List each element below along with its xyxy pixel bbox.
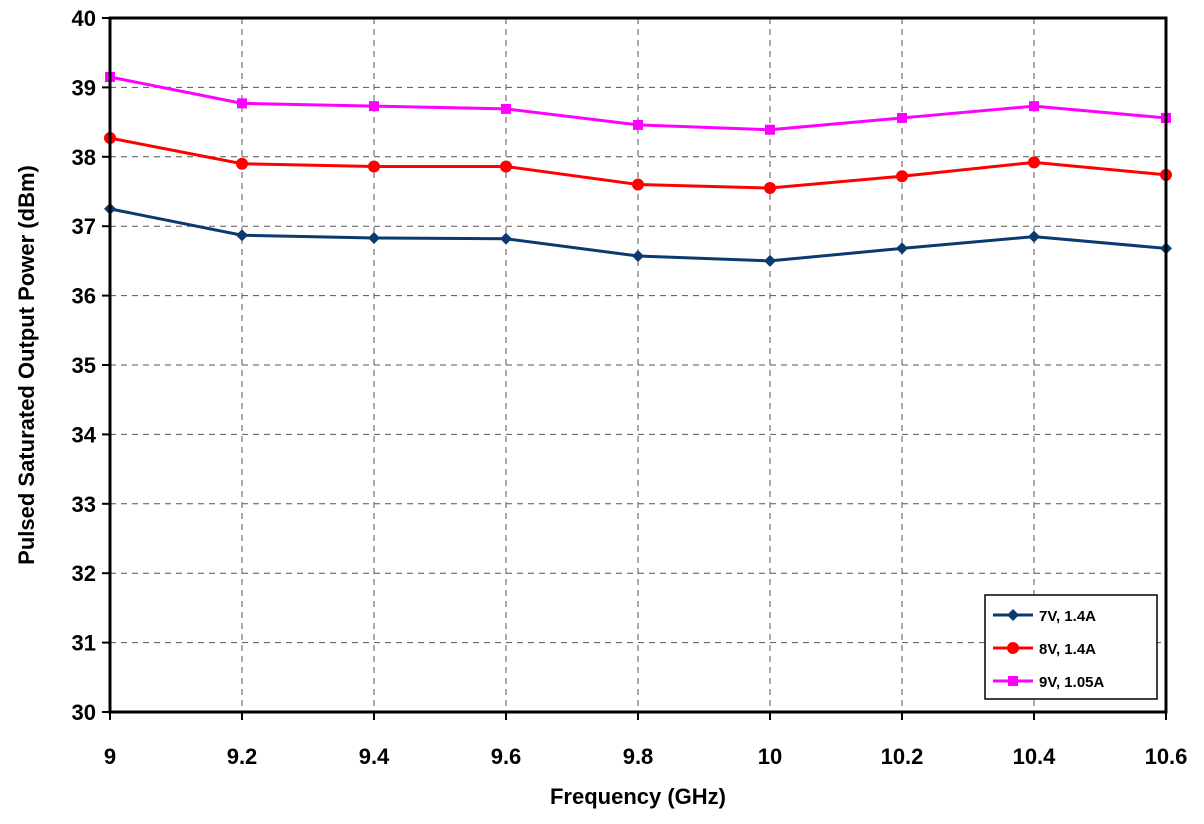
y-tick-label: 37 <box>72 214 96 239</box>
data-point <box>368 160 380 173</box>
y-tick-label: 36 <box>72 284 96 309</box>
y-axis-ticks: 30 31 32 33 34 35 36 37 38 39 40 <box>72 6 110 725</box>
data-point <box>237 98 247 109</box>
series-3 <box>105 71 1171 135</box>
data-point <box>236 229 248 242</box>
legend-item: 7V, 1.4A <box>993 608 1096 625</box>
grid <box>110 18 1166 712</box>
x-tick-label: 9 <box>104 744 116 769</box>
data-point <box>1028 230 1040 243</box>
data-point <box>1028 156 1040 169</box>
x-tick-label: 9.4 <box>359 744 390 769</box>
data-point <box>500 160 512 173</box>
legend-label: 9V, 1.05A <box>1039 674 1104 691</box>
data-point <box>368 231 380 244</box>
legend-item: 9V, 1.05A <box>993 674 1104 691</box>
y-tick-label: 40 <box>72 6 96 31</box>
y-axis-title: Pulsed Saturated Output Power (dBm) <box>14 165 39 565</box>
legend-swatch-marker <box>1007 642 1019 654</box>
y-tick-label: 38 <box>72 145 96 170</box>
data-point <box>632 250 644 263</box>
data-point <box>369 101 379 112</box>
x-tick-label: 10.2 <box>881 744 924 769</box>
y-tick-label: 31 <box>72 631 96 656</box>
series-1 <box>104 202 1172 267</box>
data-point <box>236 157 248 170</box>
legend-label: 8V, 1.4A <box>1039 641 1096 658</box>
x-tick-label: 10 <box>758 744 782 769</box>
legend-swatch-marker <box>1007 609 1019 621</box>
data-point <box>1029 101 1039 112</box>
x-tick-label: 10.6 <box>1145 744 1188 769</box>
x-tick-label: 9.8 <box>623 744 654 769</box>
data-point <box>764 254 776 267</box>
x-tick-label: 9.6 <box>491 744 522 769</box>
data-point <box>896 170 908 183</box>
data-point <box>501 103 511 114</box>
x-tick-label: 9.2 <box>227 744 258 769</box>
series-layer <box>104 71 1172 267</box>
data-point <box>633 119 643 130</box>
data-point <box>632 178 644 191</box>
y-tick-label: 34 <box>72 422 97 447</box>
data-point <box>897 112 907 123</box>
y-tick-label: 30 <box>72 700 96 725</box>
legend-item: 8V, 1.4A <box>993 641 1096 658</box>
data-point <box>765 124 775 135</box>
data-point <box>764 182 776 195</box>
data-point <box>500 232 512 245</box>
y-tick-label: 32 <box>72 561 96 586</box>
x-axis-title: Frequency (GHz) <box>550 784 726 809</box>
y-tick-label: 39 <box>72 75 96 100</box>
y-tick-label: 33 <box>72 492 96 517</box>
x-axis-ticks: 9 9.2 9.4 9.6 9.8 10 10.2 10.4 10.6 <box>104 712 1188 769</box>
series-2 <box>104 132 1172 195</box>
x-tick-label: 10.4 <box>1013 744 1057 769</box>
data-point <box>896 242 908 255</box>
legend-label: 7V, 1.4A <box>1039 608 1096 625</box>
legend-swatch-marker <box>1008 676 1018 686</box>
legend: 7V, 1.4A 8V, 1.4A 9V, 1.05A <box>984 594 1158 700</box>
y-tick-label: 35 <box>72 353 96 378</box>
